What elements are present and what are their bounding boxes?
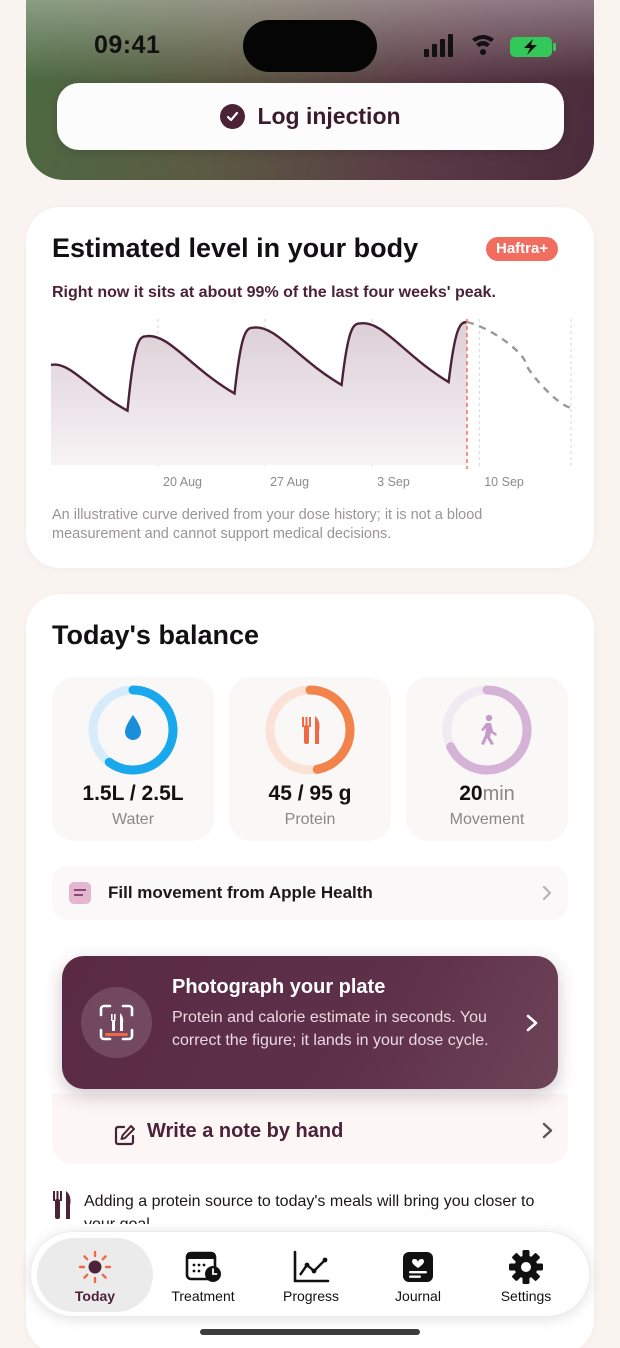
plate-description: Protein and calorie estimate in seconds.… [172, 1009, 489, 1049]
write-note-label: Write a note by hand [147, 1120, 344, 1142]
dynamic-island [243, 20, 377, 72]
level-line [50, 320, 468, 413]
level-area [51, 322, 467, 465]
level-chart: 20 Aug 27 Aug 3 Sep 10 Sep [50, 319, 572, 489]
edit-icon [114, 1125, 135, 1146]
tab-bar: Today Treatment Progress [30, 1231, 590, 1317]
level-subtitle: Right now it sits at about 99% of the la… [52, 284, 496, 301]
tab-settings[interactable]: Settings [471, 1232, 581, 1318]
movement-value: 20 [459, 782, 483, 805]
chevron-right-icon [542, 1122, 553, 1139]
wifi-icon [472, 35, 494, 55]
x-tick-label: 27 Aug [270, 475, 309, 489]
x-tick-label: 3 Sep [377, 475, 410, 489]
chevron-right-icon [542, 885, 552, 901]
balance-card: Today's balance 1.5L / 2.5L Water 45 / 9… [26, 594, 594, 1348]
protein-label: Protein [284, 811, 336, 828]
tab-treatment-label: Treatment [171, 1288, 235, 1304]
movement-ring [442, 685, 532, 775]
battery-icon [510, 37, 556, 57]
status-time: 09:41 [94, 31, 161, 59]
projection-line [466, 320, 572, 409]
water-ring [88, 685, 178, 775]
protein-tile[interactable]: 45 / 95 g Protein [229, 677, 391, 841]
log-injection-label: Log injection [257, 103, 401, 129]
log-injection-button[interactable]: Log injection [57, 83, 564, 150]
tab-journal[interactable]: Journal [363, 1232, 473, 1318]
walking-icon [481, 714, 497, 745]
home-indicator [200, 1329, 420, 1335]
status-icons [424, 34, 556, 57]
journal-icon [403, 1252, 433, 1282]
plate-title: Photograph your plate [172, 976, 386, 998]
protein-ring [265, 685, 355, 775]
movement-tile[interactable]: 20min Movement [406, 677, 568, 841]
gear-icon [509, 1250, 543, 1284]
chart-disclaimer: An illustrative curve derived from your … [52, 507, 483, 542]
check-icon [220, 104, 246, 129]
fork-knife-icon [302, 716, 320, 744]
apple-health-label: Fill movement from Apple Health [108, 883, 373, 902]
water-label: Water [111, 811, 155, 828]
tab-progress-label: Progress [282, 1288, 340, 1304]
protein-tip: Adding a protein source to today's meals… [84, 1193, 535, 1224]
write-note-row[interactable]: Write a note by hand [52, 1094, 568, 1164]
photograph-plate-button[interactable]: Photograph your plate Protein and calori… [62, 956, 558, 1089]
water-tile[interactable]: 1.5L / 2.5L Water [52, 677, 214, 841]
level-card: Estimated level in your body Haftra+ Rig… [26, 207, 594, 568]
tab-today-label: Today [74, 1288, 116, 1304]
movement-label: Movement [449, 811, 525, 828]
movement-unit: min [482, 783, 515, 805]
tab-treatment[interactable]: Treatment [148, 1232, 258, 1318]
balance-title: Today's balance [52, 620, 259, 650]
sun-icon [78, 1250, 112, 1284]
water-value: 1.5L / 2.5L [82, 782, 184, 805]
tab-journal-label: Journal [395, 1288, 441, 1304]
apple-health-row[interactable]: Fill movement from Apple Health [52, 866, 568, 920]
health-app-icon [69, 882, 91, 904]
chevron-right-icon [526, 1014, 538, 1032]
tab-settings-label: Settings [500, 1288, 552, 1304]
calendar-clock-icon [185, 1251, 221, 1282]
x-tick-label: 10 Sep [484, 475, 524, 489]
fork-knife-icon [53, 1191, 71, 1219]
level-title: Estimated level in your body [52, 233, 419, 263]
chart-icon [293, 1250, 330, 1283]
tab-progress[interactable]: Progress [256, 1232, 366, 1318]
water-drop-icon [125, 715, 141, 740]
plan-badge: Haftra+ [486, 237, 559, 261]
x-tick-label: 20 Aug [163, 475, 202, 489]
scan-food-icon [81, 987, 152, 1058]
protein-value: 45 / 95 g [268, 782, 352, 805]
tab-today[interactable]: Today [37, 1238, 153, 1312]
signal-icon [424, 34, 453, 57]
